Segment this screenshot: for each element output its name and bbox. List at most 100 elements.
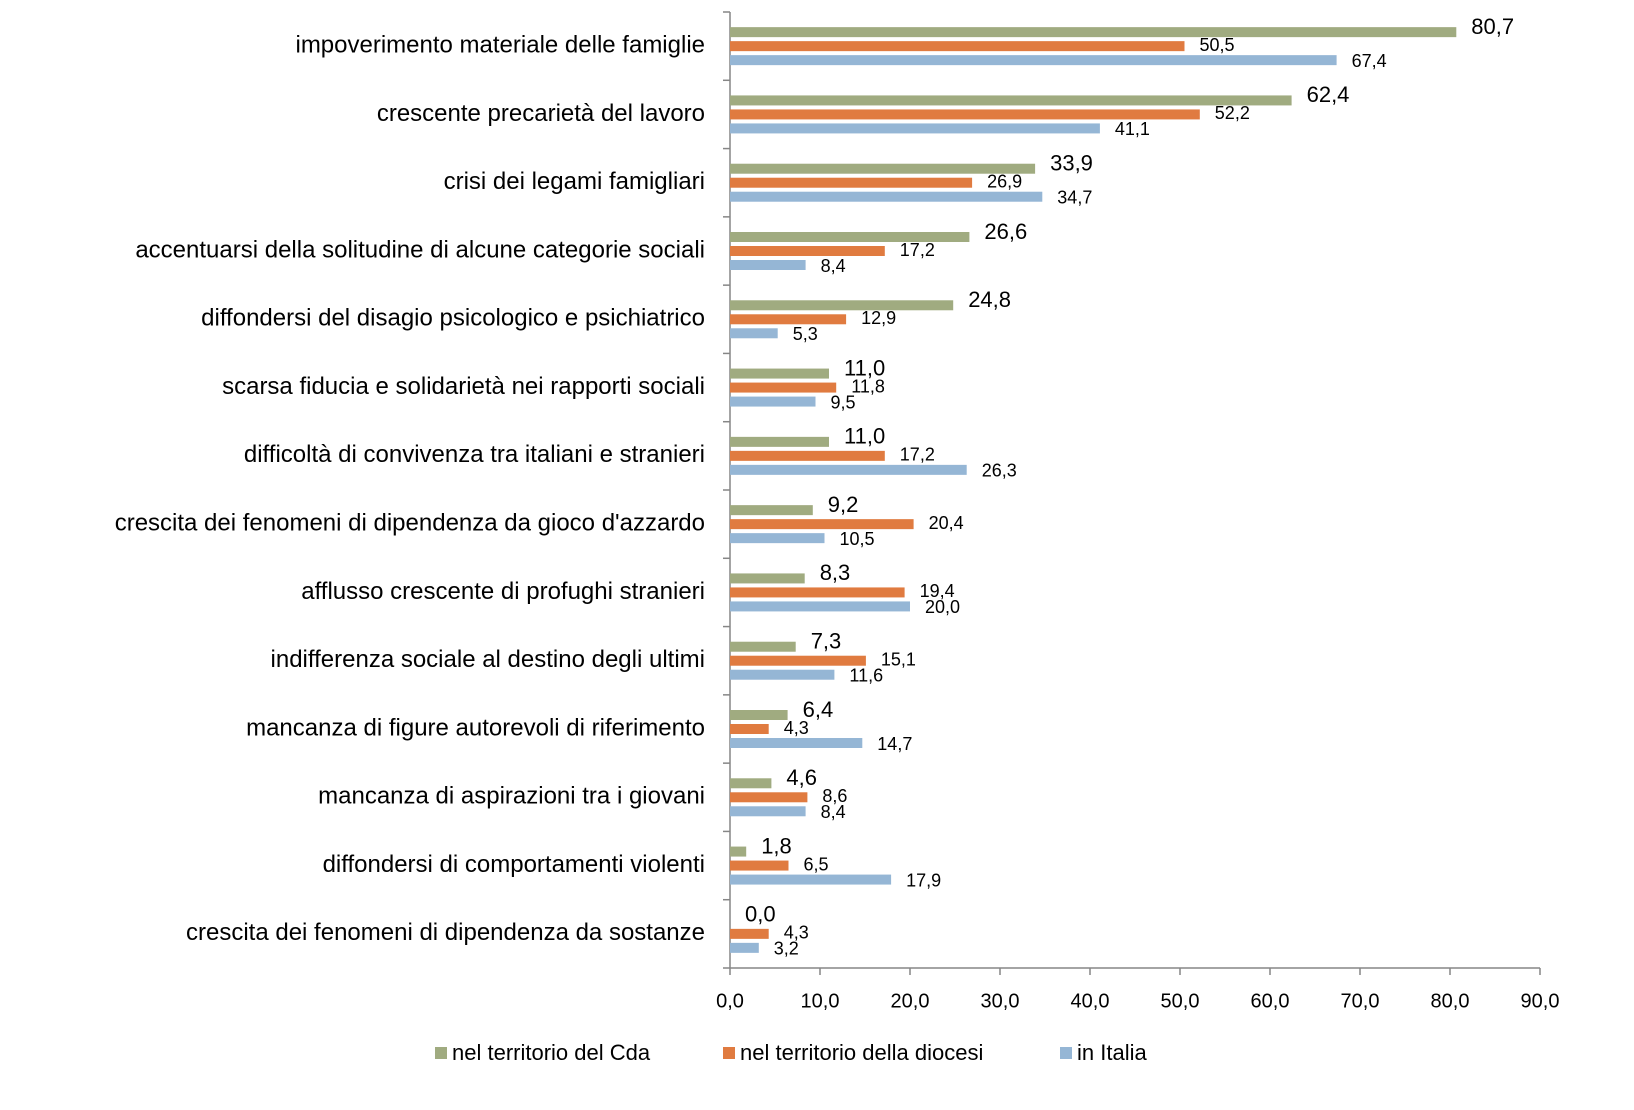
data-label: 3,2 [774, 939, 799, 959]
y-tick-label: scarsa fiducia e solidarietà nei rapport… [222, 373, 705, 400]
y-tick-label: indifferenza sociale al destino degli ul… [271, 646, 705, 673]
bar [730, 232, 970, 242]
bar [730, 655, 866, 666]
y-tick-label: afflusso crescente di profughi stranieri [301, 578, 705, 605]
bar [730, 109, 1200, 120]
y-tick-label: difficoltà di convivenza tra italiani e … [244, 441, 705, 468]
x-tick-label: 70,0 [1341, 990, 1380, 1012]
bar [730, 450, 885, 461]
legend-swatch [435, 1047, 447, 1059]
bar [730, 123, 1100, 134]
bar [730, 163, 1036, 174]
bar [730, 505, 813, 516]
data-label: 5,3 [793, 324, 818, 344]
bar [730, 177, 973, 188]
data-label: 8,6 [822, 786, 847, 806]
data-label: 33,9 [1050, 151, 1093, 176]
data-label: 14,7 [877, 734, 912, 754]
data-label: 19,4 [920, 581, 955, 601]
y-tick-label: crescita dei fenomeni di dipendenza da s… [186, 919, 705, 946]
data-label: 17,9 [906, 870, 941, 890]
legend-swatch [723, 1047, 735, 1059]
bar [730, 587, 905, 598]
bar [730, 806, 806, 817]
data-label: 6,4 [803, 697, 834, 722]
y-tick-label: crescita dei fenomeni di dipendenza da g… [115, 509, 705, 536]
bar [730, 573, 805, 584]
bar [730, 314, 847, 325]
data-label: 12,9 [861, 308, 896, 328]
data-label: 7,3 [811, 629, 842, 654]
data-label: 11,8 [851, 376, 885, 396]
bar [730, 710, 788, 720]
data-label: 11,6 [849, 665, 883, 685]
y-tick-label: diffondersi di comportamenti violenti [323, 851, 705, 878]
data-label: 20,4 [929, 513, 964, 533]
data-label: 11,0 [844, 424, 885, 449]
bar [730, 260, 806, 270]
data-label: 10,5 [840, 529, 875, 549]
bar [730, 300, 954, 311]
data-label: 62,4 [1307, 82, 1350, 107]
x-tick-label: 10,0 [801, 990, 840, 1012]
data-label: 20,0 [925, 597, 960, 617]
y-tick-label: impoverimento materiale delle famiglie [295, 31, 705, 58]
y-tick-label: mancanza di figure autorevoli di riferim… [246, 714, 705, 741]
bar [730, 669, 835, 680]
data-label: 6,5 [804, 854, 829, 874]
data-label: 9,5 [831, 392, 856, 412]
bar [730, 368, 829, 379]
data-label: 8,4 [821, 802, 846, 822]
data-label: 26,9 [987, 171, 1022, 191]
y-tick-label: diffondersi del disagio psicologico e ps… [201, 305, 705, 332]
legend-label: nel territorio del Cda [452, 1040, 651, 1065]
bar [730, 436, 829, 447]
bar [730, 27, 1457, 38]
bar [730, 724, 769, 734]
data-label: 9,2 [828, 492, 859, 517]
bar [730, 533, 825, 544]
data-label: 50,5 [1200, 35, 1235, 55]
bar [730, 95, 1292, 106]
y-tick-label: crisi dei legami famigliari [444, 168, 705, 195]
bar [730, 55, 1337, 66]
x-tick-label: 60,0 [1251, 990, 1290, 1012]
data-label: 4,6 [786, 765, 817, 790]
data-label: 34,7 [1057, 187, 1092, 207]
bar [730, 328, 778, 339]
data-label: 8,3 [820, 560, 851, 585]
x-tick-label: 40,0 [1071, 990, 1110, 1012]
x-tick-label: 80,0 [1431, 990, 1470, 1012]
data-label: 67,4 [1352, 51, 1387, 71]
data-label: 4,3 [784, 923, 809, 943]
data-label: 52,2 [1215, 103, 1250, 123]
bar [730, 846, 747, 857]
bar [730, 738, 863, 748]
bar [730, 246, 885, 256]
bar [730, 942, 759, 953]
data-label: 26,3 [982, 461, 1017, 481]
bar [730, 792, 808, 803]
x-tick-label: 30,0 [981, 990, 1020, 1012]
data-label: 1,8 [761, 833, 792, 858]
y-tick-label: mancanza di aspirazioni tra i giovani [318, 783, 705, 810]
bar [730, 601, 910, 612]
bar [730, 874, 892, 885]
data-label: 17,2 [900, 240, 935, 260]
x-tick-label: 50,0 [1161, 990, 1200, 1012]
data-label: 15,1 [881, 649, 916, 669]
data-label: 8,4 [821, 256, 846, 276]
data-label: 17,2 [900, 445, 935, 465]
data-label: 24,8 [968, 287, 1011, 312]
bar [730, 860, 789, 871]
bar [730, 191, 1043, 202]
bar [730, 778, 772, 789]
x-tick-label: 20,0 [891, 990, 930, 1012]
bar [730, 396, 816, 407]
bar [730, 382, 837, 393]
data-label: 41,1 [1115, 119, 1150, 139]
data-label: 4,3 [784, 718, 809, 738]
legend-label: nel territorio della diocesi [740, 1040, 983, 1065]
y-tick-label: crescente precarietà del lavoro [377, 100, 705, 127]
